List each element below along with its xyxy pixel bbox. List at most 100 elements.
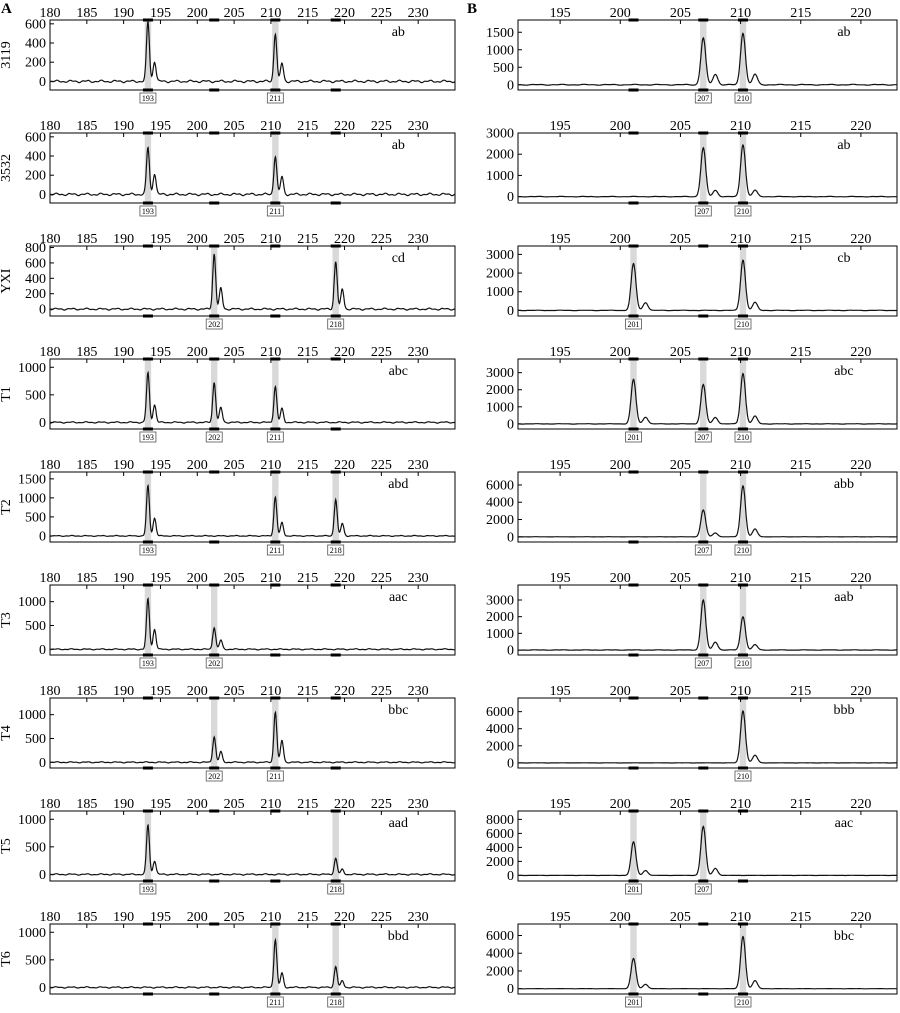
x-tick-label: 215: [297, 232, 318, 247]
x-tick-label: 205: [670, 458, 691, 473]
bin-marker-top: [209, 583, 220, 587]
bin-marker-bottom: [628, 653, 639, 657]
allele-highlight-193: [144, 359, 152, 429]
allele-highlight-202: [211, 359, 218, 429]
bin-marker-top: [270, 470, 281, 474]
x-tick-label: 225: [371, 119, 392, 134]
bin-marker-top: [737, 18, 748, 22]
chart-a-t1: 180 185 190 195 200 205 210 215 220 225 230 0 500 100…: [0, 345, 456, 443]
genotype-label: bbc: [834, 929, 854, 944]
x-tick-label: 185: [76, 232, 97, 247]
x-tick-label: 205: [224, 345, 245, 360]
bin-marker-top: [737, 131, 748, 135]
allele-highlight-201: [630, 811, 637, 881]
trace-line: [518, 259, 897, 312]
bin-marker-bottom: [270, 427, 281, 431]
y-tick-label: 800: [25, 241, 46, 256]
sample-label: T3: [0, 612, 14, 628]
chart-b-3532: 195 200 205 210 215 220 0 1000 2000 3000 ab 207 210: [486, 119, 898, 217]
x-tick-label: 220: [334, 6, 355, 21]
trace-line: [518, 598, 897, 651]
bin-marker-bottom: [698, 427, 709, 431]
y-tick-label: 4000: [486, 841, 514, 856]
allele-call-label: 193: [142, 659, 154, 668]
bin-marker-bottom: [628, 879, 639, 883]
y-tick-label: 0: [39, 416, 46, 431]
x-tick-label: 195: [550, 797, 571, 812]
x-tick-label: 180: [40, 458, 61, 473]
allele-call-box: [734, 205, 752, 217]
allele-call-label: 211: [269, 546, 281, 555]
bin-marker-bottom: [698, 314, 709, 318]
bin-marker-top: [142, 922, 153, 926]
allele-call-label: 210: [737, 207, 749, 216]
bin-marker-bottom: [209, 540, 220, 544]
bin-marker-top: [628, 696, 639, 700]
x-tick-label: 180: [40, 797, 61, 812]
bin-marker-bottom: [628, 314, 639, 318]
x-tick-label: 190: [113, 684, 134, 699]
allele-highlight-193: [144, 20, 152, 90]
y-tick-label: 3000: [486, 594, 514, 609]
panel-label-b: B: [467, 1, 477, 17]
x-tick-label: 195: [550, 458, 571, 473]
y-tick-label: 4000: [486, 496, 514, 511]
y-tick-label: 2000: [486, 610, 514, 625]
y-tick-label: 0: [507, 304, 514, 319]
genotype-label: abd: [388, 477, 408, 492]
allele-call-box: [266, 770, 284, 782]
bin-marker-top: [698, 357, 709, 361]
genotype-label: ab: [392, 25, 405, 40]
bin-marker-top: [142, 696, 153, 700]
y-tick-label: 0: [39, 643, 46, 658]
allele-call-box: [625, 431, 642, 443]
x-tick-label: 215: [790, 684, 811, 699]
genotype-label: aac: [389, 590, 408, 605]
x-tick-label: 185: [76, 458, 97, 473]
bin-marker-bottom: [209, 653, 220, 657]
x-tick-label: 190: [113, 6, 134, 21]
y-tick-label: 500: [25, 732, 46, 747]
trace-line: [518, 710, 897, 764]
x-tick-label: 190: [113, 458, 134, 473]
x-tick-label: 215: [790, 797, 811, 812]
sample-label: YXI: [0, 268, 14, 293]
bin-marker-top: [698, 470, 709, 474]
x-tick-label: 200: [610, 232, 631, 247]
bin-marker-top: [142, 131, 153, 135]
allele-call-label: 202: [208, 433, 220, 442]
allele-highlight-211: [272, 698, 279, 768]
trace-line: [50, 823, 456, 876]
genotype-label: aad: [389, 816, 408, 831]
allele-call-box: [734, 996, 752, 1008]
y-tick-label: 6000: [486, 827, 514, 842]
bin-marker-bottom: [737, 314, 748, 318]
bin-marker-bottom: [142, 201, 153, 205]
allele-highlight-210: [739, 246, 747, 316]
x-tick-label: 205: [224, 458, 245, 473]
allele-highlight-211: [272, 359, 279, 429]
bin-marker-top: [142, 357, 153, 361]
bin-marker-bottom: [142, 427, 153, 431]
allele-call-box: [327, 318, 345, 330]
x-tick-label: 220: [334, 910, 355, 925]
allele-highlight-207: [700, 359, 707, 429]
bin-marker-bottom: [628, 88, 639, 92]
trace-line: [518, 32, 897, 86]
allele-call-label: 218: [330, 320, 342, 329]
x-tick-label: 195: [550, 345, 571, 360]
allele-call-label: 193: [142, 94, 154, 103]
bin-marker-bottom: [270, 653, 281, 657]
bin-marker-bottom: [142, 879, 153, 883]
allele-call-label: 211: [269, 207, 281, 216]
allele-highlight-207: [700, 811, 707, 881]
allele-highlight-210: [739, 359, 747, 429]
x-tick-label: 205: [670, 119, 691, 134]
x-tick-label: 210: [730, 232, 751, 247]
bin-marker-bottom: [737, 427, 748, 431]
allele-call-box: [625, 318, 642, 330]
y-tick-label: 2000: [486, 964, 514, 979]
chart-a-yxi: 180 185 190 195 200 205 210 215 220 225 2300200400…: [0, 232, 456, 330]
bin-marker-bottom: [142, 766, 153, 770]
